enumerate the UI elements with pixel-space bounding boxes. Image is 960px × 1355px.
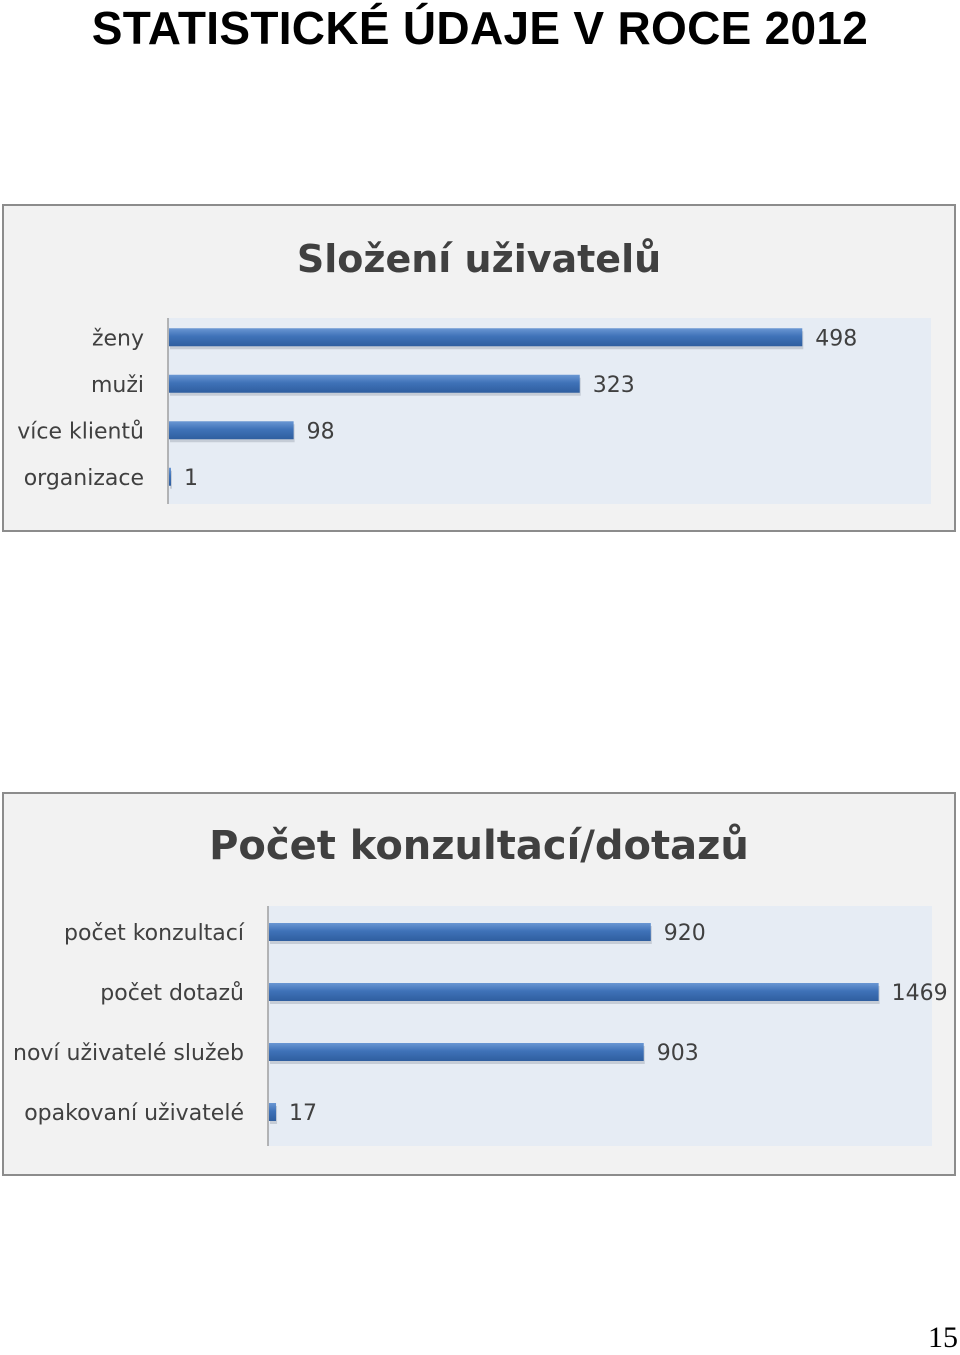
chart-consultations-svg: Počet konzultací/dotazů počet konzultací 9… [13,822,948,1146]
chart1-value-label: 1 [184,466,198,491]
chart2-category-label: opakovaní uživatelé [24,1101,244,1126]
chart2-value-label: 1469 [892,981,948,1006]
chart2-value-label: 903 [657,1041,699,1066]
chart1-category-label: ženy [92,326,144,351]
chart1-bar [169,328,803,347]
chart2-bar [269,983,879,1001]
chart2-bar [269,1043,644,1061]
chart1-category-label: muži [91,373,144,398]
chart2-category-label: noví uživatelé služeb [13,1041,244,1066]
chart-users-composition: Složení uživatelů ženy 498 muži 323 více klie… [2,204,956,532]
chart1-bar [169,421,294,440]
chart2-plot-area [268,906,932,1146]
chart1-category-label: organizace [24,466,144,491]
chart2-value-label: 920 [664,921,706,946]
chart1-value-label: 323 [593,373,635,398]
chart1-bar [169,374,580,393]
page-title: STATISTICKÉ ÚDAJE V ROCE 2012 [91,2,869,54]
chart2-title: Počet konzultací/dotazů [209,822,749,869]
chart1-title: Složení uživatelů [297,237,661,281]
chart2-category-label: počet konzultací [64,921,245,946]
chart-consultations: Počet konzultací/dotazů počet konzultací 9… [2,792,956,1176]
page-number: 15 [928,1321,958,1354]
chart2-bar [269,923,651,941]
chart1-bar [169,467,171,486]
chart1-value-label: 498 [815,326,857,351]
chart1-value-label: 98 [307,419,335,444]
chart2-category-label: počet dotazů [100,981,244,1006]
chart1-category-label: více klientů [17,419,144,444]
chart-users-composition-svg: Složení uživatelů ženy 498 muži 323 více klie… [17,237,931,504]
chart2-value-label: 17 [289,1101,317,1126]
chart2-bar [269,1103,277,1121]
